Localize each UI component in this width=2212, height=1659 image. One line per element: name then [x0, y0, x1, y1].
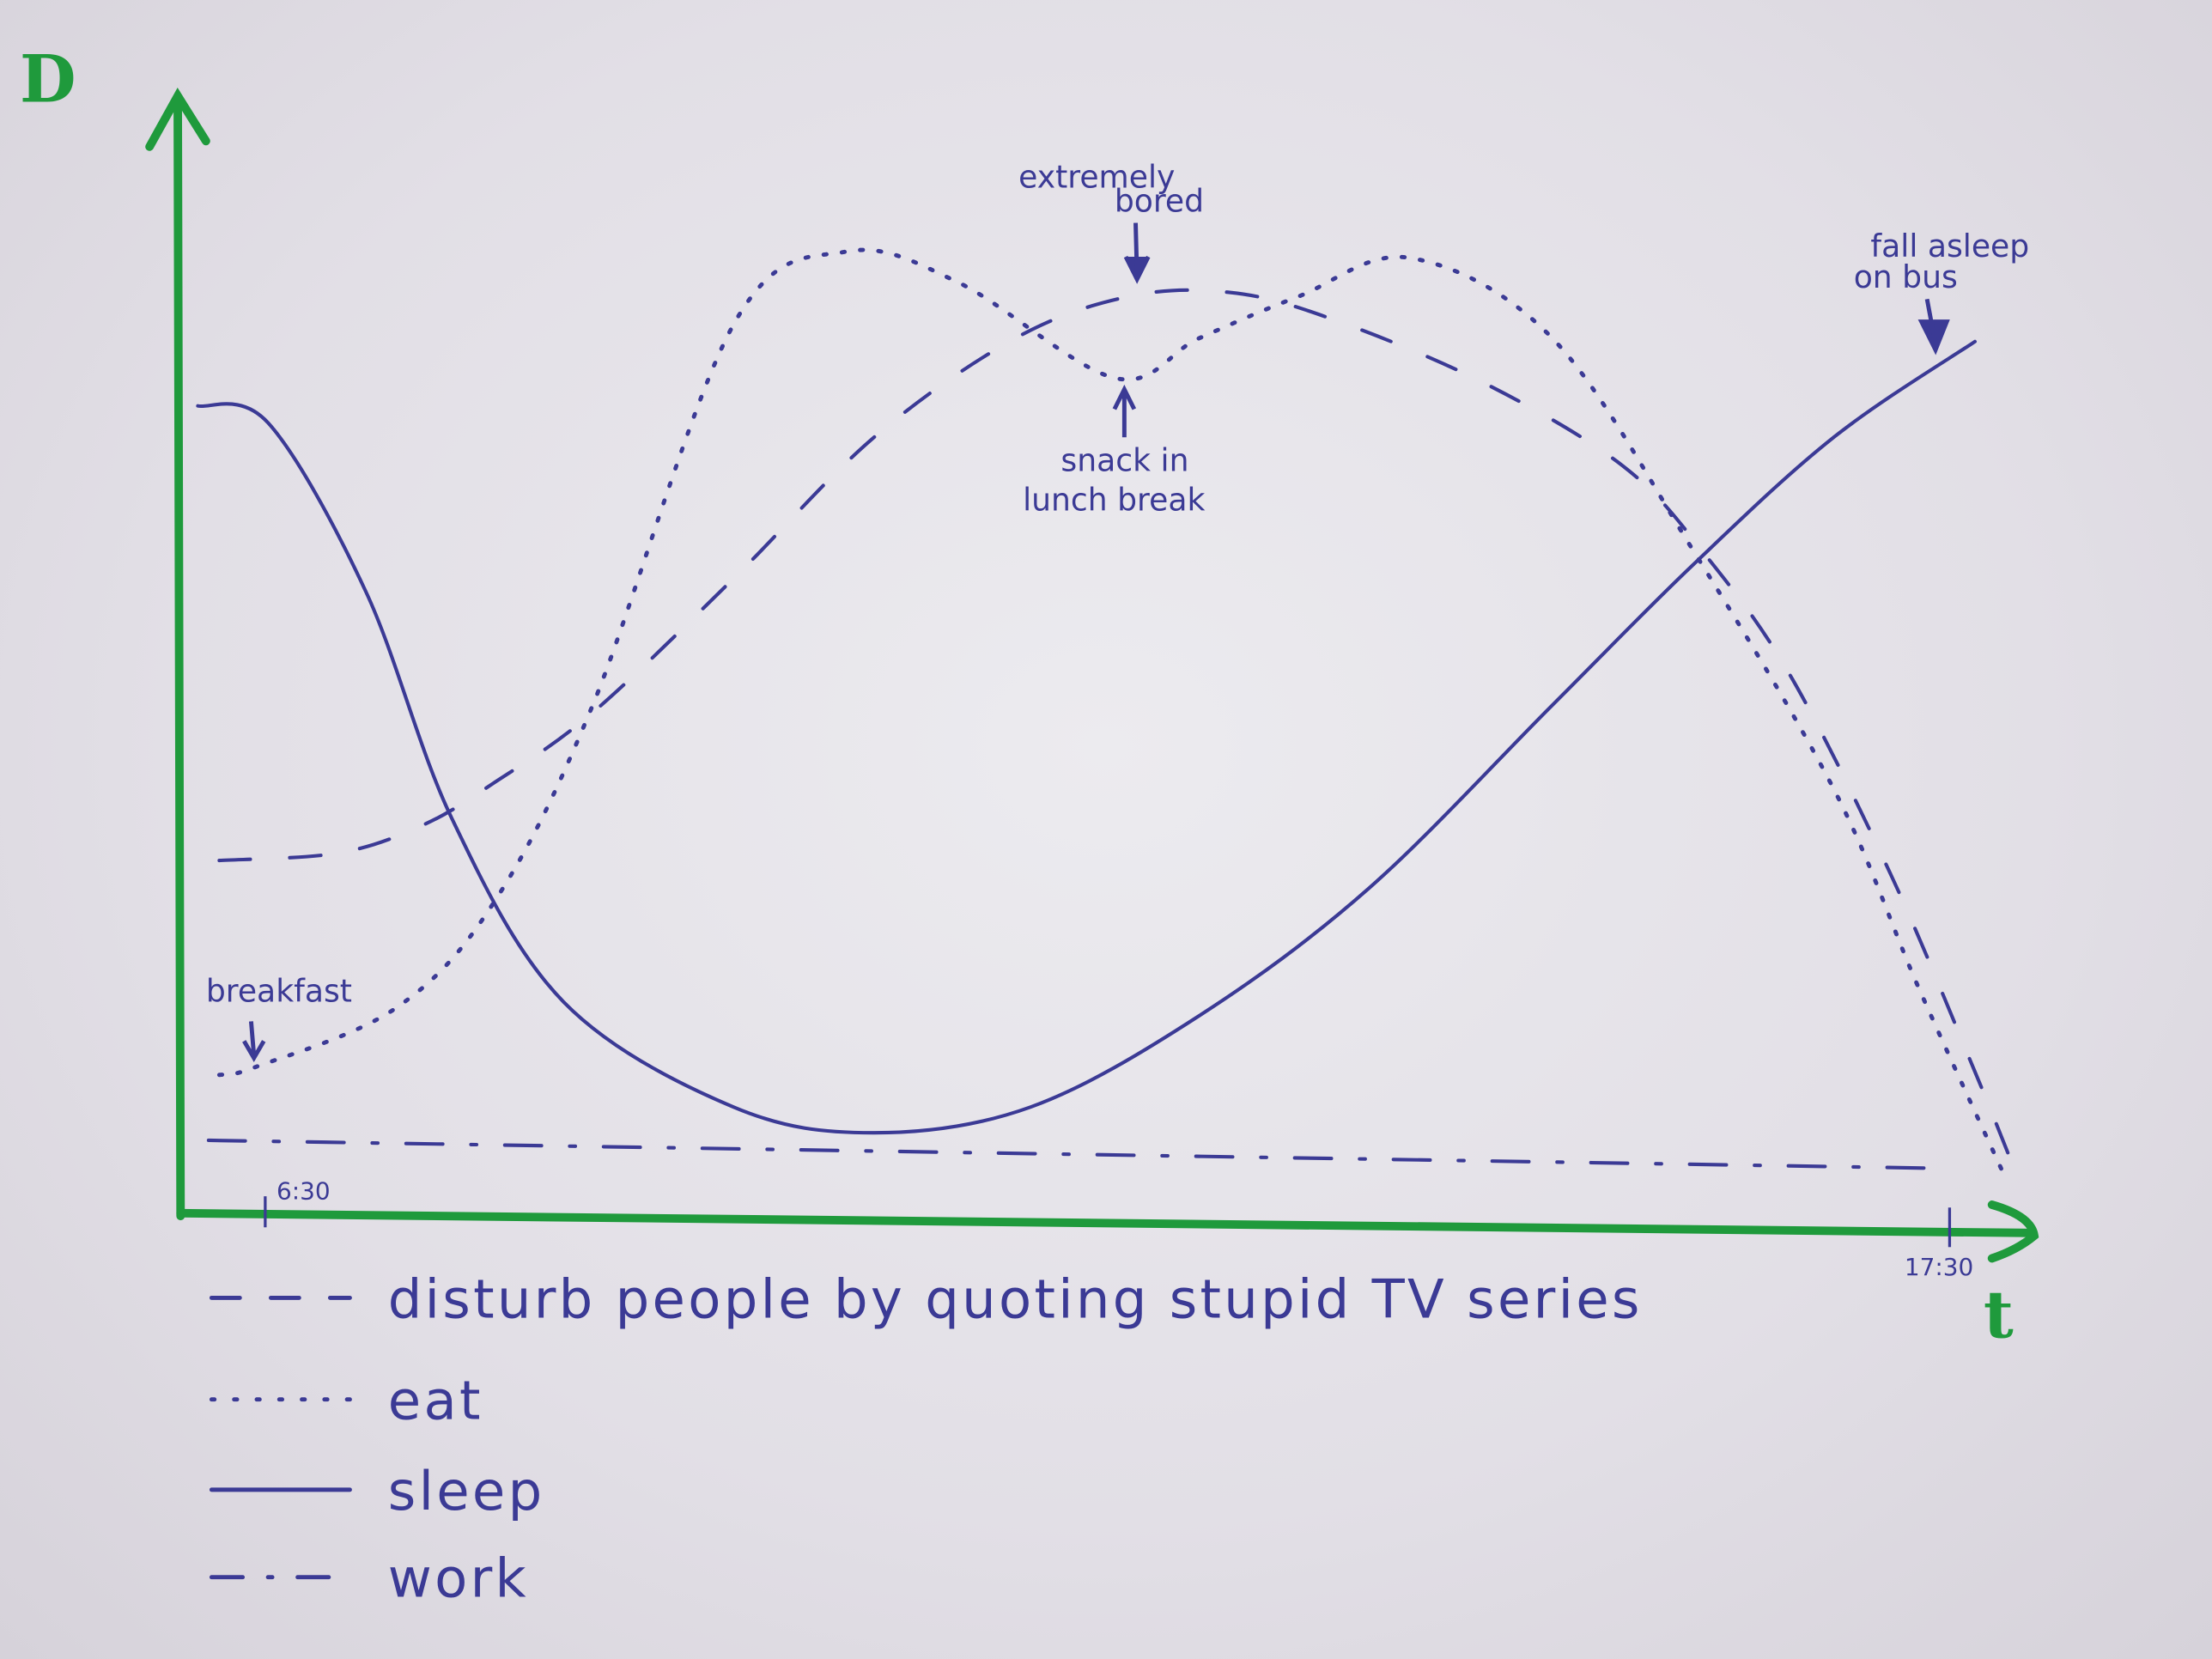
series-line-work: [206, 1138, 1935, 1170]
axes: D t 6:30 17:30: [20, 40, 2039, 1352]
annotation-breakfast: breakfast: [206, 972, 352, 1009]
series-line-disturb-people-by-quoting-stupid-tv-series: [217, 288, 2020, 1180]
annotation-fall-asleep: fall asleep: [1870, 228, 2029, 264]
annotations: extremely bored snack in lunch break bre…: [206, 159, 2029, 1063]
arrow-down-icon: [1917, 298, 1950, 356]
series-line-eat: [216, 247, 2005, 1174]
arrow-up-icon: [1112, 384, 1137, 438]
annotation-snack: lunch break: [1023, 482, 1205, 519]
arrow-down-icon: [1123, 222, 1151, 284]
x-axis: [176, 1208, 2036, 1237]
legend: disturb people by quoting stupid TV seri…: [209, 1267, 1643, 1610]
arrow-down-icon: [242, 1021, 266, 1063]
series-layer: [196, 247, 2020, 1180]
series-line-sleep: [196, 339, 1977, 1135]
y-axis-arrow: [145, 88, 210, 151]
x-axis-label: t: [1984, 1276, 2014, 1352]
legend-label-disturb-people-by-quoting-stupid-tv-series: disturb people by quoting stupid TV seri…: [388, 1267, 1643, 1330]
annotation-fall-asleep: on bus: [1854, 258, 1958, 295]
x-axis-arrow: [1987, 1200, 2039, 1263]
legend-label-sleep: sleep: [388, 1460, 545, 1522]
legend-label-eat: eat: [388, 1370, 483, 1432]
y-axis: [173, 94, 185, 1221]
x-tick-label: 6:30: [276, 1176, 331, 1205]
annotation-snack: snack in: [1060, 442, 1188, 479]
legend-label-work: work: [388, 1547, 529, 1610]
annotation-extremely-bored: bored: [1115, 182, 1204, 219]
annotation-extremely-bored: extremely: [1018, 159, 1175, 196]
y-axis-label: D: [20, 40, 76, 117]
x-tick-label: 17:30: [1905, 1253, 1973, 1281]
